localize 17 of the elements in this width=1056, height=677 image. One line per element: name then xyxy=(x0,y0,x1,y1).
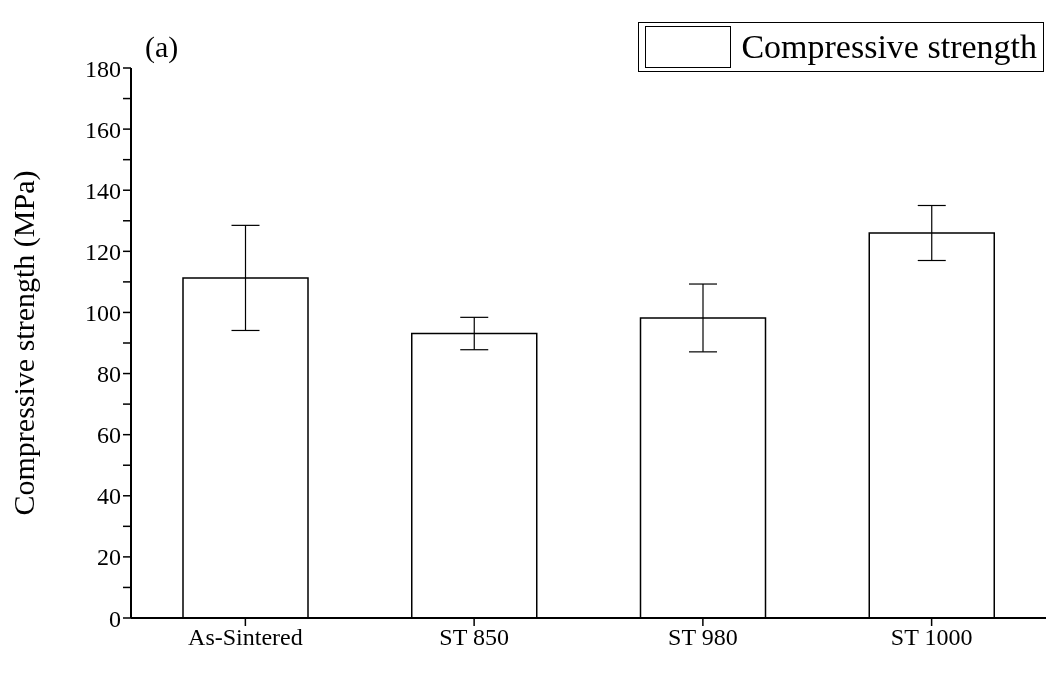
y-tick-label: 20 xyxy=(97,544,121,571)
legend-label: Compressive strength xyxy=(741,28,1037,66)
y-tick-label: 140 xyxy=(85,177,121,204)
x-tick-label: ST 980 xyxy=(668,624,738,651)
y-tick-label: 120 xyxy=(85,238,121,265)
y-tick-label: 100 xyxy=(85,299,121,326)
y-tick-label: 160 xyxy=(85,116,121,143)
y-tick-label: 80 xyxy=(97,361,121,388)
y-axis-title: Compressive strength (MPa) xyxy=(6,170,41,516)
y-tick-label: 180 xyxy=(85,55,121,82)
y-tick-label: 40 xyxy=(97,483,121,510)
x-tick-label: ST 850 xyxy=(439,624,509,651)
y-tick-label: 0 xyxy=(109,605,121,632)
y-tick-label: 60 xyxy=(97,422,121,449)
panel-label: (a) xyxy=(145,30,179,64)
x-tick-label: ST 1000 xyxy=(890,624,973,651)
x-tick-label: As-Sintered xyxy=(188,624,303,651)
